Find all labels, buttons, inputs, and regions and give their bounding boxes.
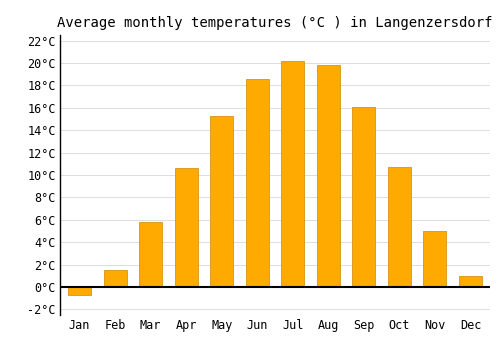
Bar: [174, 168, 198, 287]
Bar: [424, 231, 446, 287]
Bar: [210, 116, 233, 287]
Bar: [281, 61, 304, 287]
Bar: [246, 79, 269, 287]
Bar: [459, 276, 482, 287]
Bar: [388, 167, 411, 287]
Bar: [317, 65, 340, 287]
Bar: [104, 270, 126, 287]
Bar: [139, 222, 162, 287]
Title: Average monthly temperatures (°C ) in Langenzersdorf: Average monthly temperatures (°C ) in La…: [57, 16, 493, 30]
Bar: [68, 287, 91, 295]
Bar: [352, 107, 376, 287]
